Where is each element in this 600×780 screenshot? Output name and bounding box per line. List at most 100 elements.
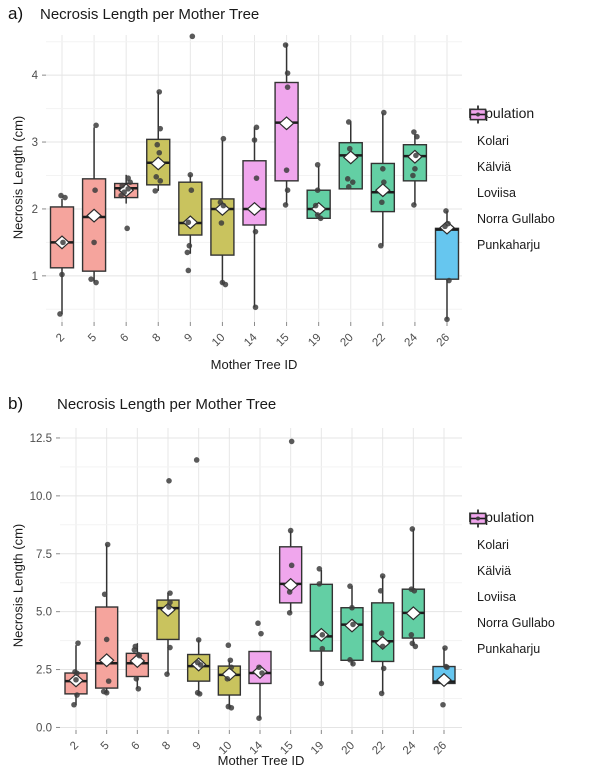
data-point bbox=[104, 541, 111, 548]
data-point bbox=[282, 202, 289, 208]
data-point bbox=[127, 179, 133, 185]
data-point bbox=[157, 125, 164, 132]
data-point bbox=[408, 632, 415, 638]
chart-b-plot-svg: 0.02.55.07.510.012.52 5 6 8 9 10 14 15 19 20 22 24 2… bbox=[30, 428, 462, 757]
legend-item-label: Loviisa bbox=[477, 590, 516, 604]
data-point bbox=[222, 281, 229, 288]
iqr-box bbox=[434, 227, 460, 280]
y-tick-label: 1 bbox=[32, 271, 38, 283]
legend-item-loviisa: Loviisa bbox=[468, 105, 598, 206]
data-point bbox=[74, 670, 80, 677]
data-point bbox=[119, 182, 125, 189]
legend-a: Population Kolari Kälviä Loviisa Norra Gull… bbox=[468, 105, 598, 258]
data-point bbox=[288, 438, 295, 445]
data-point bbox=[378, 242, 384, 249]
panel-tag-b: b) bbox=[8, 394, 24, 413]
data-point bbox=[124, 225, 130, 232]
boxplot-a-tree-9 bbox=[178, 33, 203, 274]
x-tick-label: 6 bbox=[118, 332, 131, 345]
data-point bbox=[228, 664, 235, 671]
data-point bbox=[105, 678, 112, 684]
legend-item-label: Norra Gullabo bbox=[477, 212, 555, 226]
legend-item-norra-gullabo: Norra Gullabo bbox=[468, 105, 598, 232]
data-point bbox=[60, 239, 66, 246]
data-point bbox=[62, 194, 68, 201]
data-point bbox=[380, 165, 386, 172]
mean-diamond bbox=[278, 116, 295, 131]
legend-item-label: Kälviä bbox=[477, 564, 512, 578]
mean-diamond bbox=[98, 653, 115, 668]
chart-a-x-axis-label: Mother Tree ID bbox=[210, 357, 298, 372]
boxplot-a-tree-22 bbox=[370, 109, 396, 249]
data-point bbox=[91, 239, 97, 246]
data-point bbox=[189, 33, 196, 40]
data-point bbox=[288, 562, 295, 569]
chart-a-y-axis-label: Necrosis Length (cm) bbox=[10, 115, 26, 240]
data-point bbox=[378, 690, 385, 697]
data-point bbox=[287, 527, 294, 534]
data-point bbox=[167, 590, 173, 596]
data-point bbox=[220, 202, 227, 209]
data-point bbox=[379, 643, 386, 650]
data-point bbox=[185, 267, 192, 274]
y-tick-label: 2.5 bbox=[36, 665, 52, 677]
legend-entries: Kolari Kälviä Loviisa Norra Gullabo Punkahar… bbox=[468, 509, 598, 662]
data-point bbox=[282, 42, 289, 48]
legend-item-label: Punkaharju bbox=[477, 238, 541, 252]
x-tick-label: 6 bbox=[129, 740, 142, 753]
x-tick-label: 5 bbox=[86, 332, 99, 345]
data-point bbox=[284, 187, 291, 194]
data-point bbox=[379, 199, 385, 206]
data-point bbox=[256, 664, 262, 671]
boxplot-a-tree-19 bbox=[306, 161, 331, 222]
data-point bbox=[167, 644, 173, 651]
y-tick-label: 2 bbox=[32, 204, 38, 216]
iqr-box bbox=[274, 81, 299, 182]
x-tick-label: 9 bbox=[182, 332, 195, 345]
data-point bbox=[413, 152, 419, 159]
data-point bbox=[166, 604, 172, 610]
data-point bbox=[157, 178, 164, 184]
iqr-box bbox=[81, 178, 107, 272]
boxplot-b-tree-14 bbox=[248, 620, 272, 721]
data-point bbox=[253, 175, 260, 181]
legend-b: Population Kolari Kälviä Loviisa Norra Gull… bbox=[468, 509, 598, 662]
data-point bbox=[442, 223, 448, 230]
x-tick-label: 14 bbox=[242, 331, 260, 349]
boxplot-b-tree-2 bbox=[64, 640, 88, 708]
data-point bbox=[118, 192, 124, 199]
data-point bbox=[136, 652, 143, 659]
data-point bbox=[186, 242, 193, 249]
y-tick-label: 5.0 bbox=[36, 607, 52, 619]
boxplot-b-tree-15 bbox=[278, 438, 303, 616]
data-point bbox=[312, 202, 319, 209]
legend-entries: Kolari Kälviä Loviisa Norra Gullabo Punkahar… bbox=[468, 105, 598, 258]
legend-item-kolari: Kolari bbox=[468, 509, 598, 558]
data-point bbox=[75, 640, 81, 646]
x-tick-label: 2 bbox=[68, 740, 81, 753]
mean-diamond bbox=[374, 183, 391, 198]
data-point bbox=[251, 137, 258, 143]
data-point bbox=[414, 133, 420, 140]
data-point bbox=[195, 637, 202, 643]
boxplot-b-tree-6 bbox=[125, 643, 150, 692]
data-point bbox=[197, 662, 204, 668]
data-point bbox=[93, 279, 99, 286]
boxplot-a-tree-24 bbox=[402, 129, 428, 208]
y-tick-label: 10.0 bbox=[30, 491, 52, 503]
data-point bbox=[73, 676, 79, 683]
boxplot-b-tree-22 bbox=[370, 573, 395, 697]
x-tick-label: 24 bbox=[401, 739, 419, 757]
x-tick-label: 10 bbox=[210, 332, 228, 350]
mean-diamond bbox=[150, 156, 167, 171]
boxplot-b-tree-8 bbox=[156, 478, 180, 677]
data-point bbox=[411, 588, 418, 594]
data-point bbox=[344, 176, 351, 182]
x-tick-label: 15 bbox=[274, 332, 292, 350]
data-point bbox=[101, 591, 108, 598]
boxplot-a-tree-20 bbox=[338, 119, 363, 190]
y-tick-label: 0.0 bbox=[36, 722, 52, 734]
data-point bbox=[284, 70, 291, 76]
legend-item-label: Kolari bbox=[477, 134, 509, 148]
data-point bbox=[350, 660, 356, 667]
